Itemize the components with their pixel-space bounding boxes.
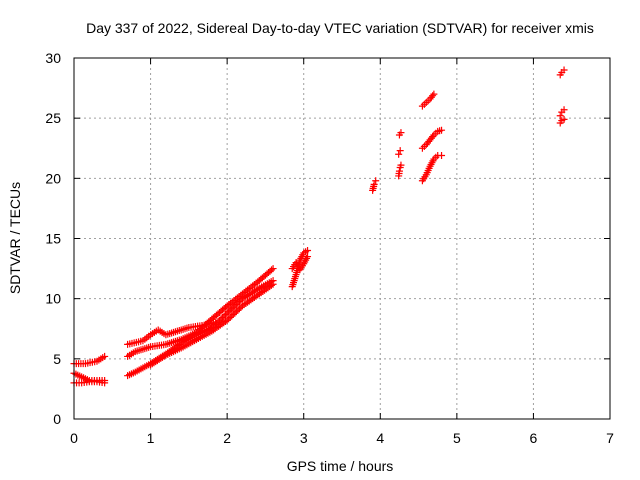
chart-title: Day 337 of 2022, Sidereal Day-to-day VTE…: [86, 20, 594, 36]
data-point: [395, 167, 403, 175]
y-tick-label: 10: [45, 291, 61, 307]
data-point: [397, 129, 405, 137]
data-point: [370, 180, 378, 188]
x-tick-labels: 0 1 2 3 4 5 6 7: [70, 430, 614, 446]
data-point: [268, 266, 276, 274]
x-tick-label: 2: [223, 430, 231, 446]
data-point: [160, 352, 168, 360]
y-tick-label: 25: [45, 110, 61, 126]
y-tick-label: 20: [45, 170, 61, 186]
y-tick-label: 5: [53, 351, 61, 367]
x-tick-label: 6: [530, 430, 538, 446]
x-tick-label: 3: [300, 430, 308, 446]
data-point: [269, 280, 277, 288]
data-point: [252, 286, 260, 294]
x-tick-label: 0: [70, 430, 78, 446]
data-point: [397, 161, 405, 169]
y-tick-label: 15: [45, 231, 61, 247]
y-tick-labels: 0 5 10 15 20 25 30: [45, 50, 61, 427]
grid-lines: [74, 58, 610, 419]
x-tick-label: 1: [147, 430, 155, 446]
data-point: [560, 66, 568, 74]
data-point: [101, 379, 109, 387]
data-point: [556, 112, 564, 120]
data-point: [438, 151, 446, 159]
x-tick-label: 7: [606, 430, 614, 446]
data-points: [70, 66, 568, 387]
data-point: [429, 133, 437, 141]
x-axis-label: GPS time / hours: [287, 458, 394, 474]
y-tick-label: 30: [45, 50, 61, 66]
data-point: [438, 126, 446, 134]
data-point: [372, 177, 380, 185]
data-point: [396, 147, 404, 155]
data-point: [304, 253, 312, 261]
y-tick-label: 0: [53, 411, 61, 427]
data-point: [101, 352, 109, 360]
data-point: [395, 150, 403, 158]
x-tick-label: 4: [376, 430, 384, 446]
data-point: [560, 106, 568, 114]
data-point: [560, 115, 568, 123]
data-point: [269, 265, 277, 273]
y-axis-label: SDTVAR / TECUs: [7, 182, 23, 294]
plot-frame: [73, 57, 611, 420]
data-point: [267, 281, 275, 289]
x-tick-label: 5: [453, 430, 461, 446]
data-point: [429, 92, 437, 100]
data-point: [430, 90, 438, 98]
data-point: [304, 247, 312, 255]
